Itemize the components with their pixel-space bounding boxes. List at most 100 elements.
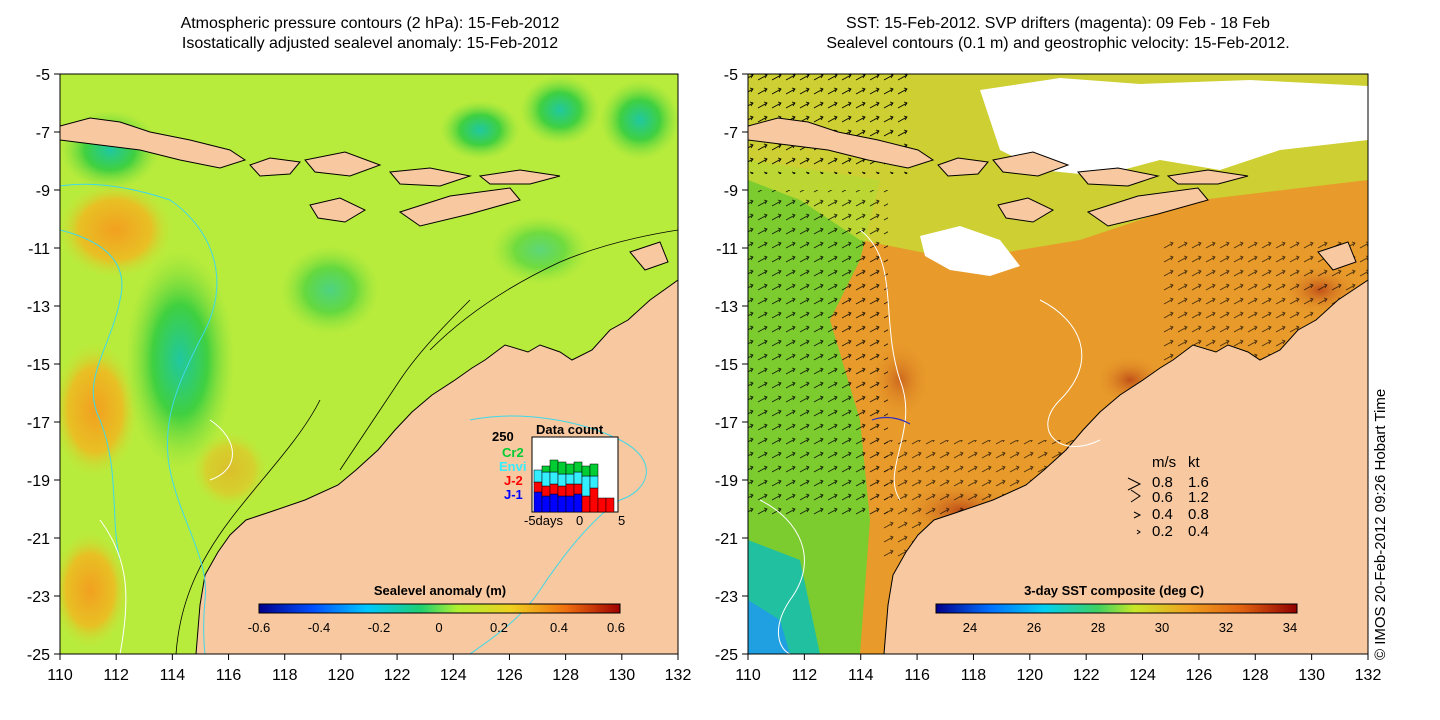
sla-contour (99, 519, 127, 654)
velocity-row-kt: 0.4 (1188, 523, 1209, 540)
legend-cr2: Cr2 (502, 445, 524, 460)
island (937, 157, 989, 177)
australia-landmass (883, 279, 1368, 654)
inset-xtick-zero: 0 (576, 513, 583, 528)
inset-xtick-start: -5days (524, 513, 564, 528)
pressure-contour (339, 299, 471, 471)
sla-lon-label: 128 (552, 667, 579, 684)
island (389, 167, 472, 187)
velocity-header-ms: m/s (1152, 454, 1176, 471)
left-title-line1: Atmospheric pressure contours (2 hPa): 1… (180, 15, 560, 32)
sla-high-anomaly (60, 530, 130, 650)
sla-lon-label: 126 (496, 667, 523, 684)
right-title-line2: Sealevel contours (0.1 m) and geostrophi… (826, 35, 1290, 52)
sumba-island (997, 197, 1055, 223)
sla-low-anomaly (125, 250, 235, 470)
island (249, 157, 301, 177)
sst-lon-label: 118 (961, 667, 987, 684)
timor-island (1086, 187, 1209, 227)
sumba-island (309, 197, 367, 223)
map-axes: -5 -7 -9 -11 -13 -15 -17 -19 -21 -23 -25 110 112 114 1… (27, 67, 1382, 684)
sla-colorbar-tick: 0.6 (607, 620, 625, 635)
cloud-mask (920, 226, 1020, 276)
inset-title: Data count (536, 422, 604, 437)
sla-map (60, 74, 678, 654)
left-title-line2: Isostatically adjusted sealevel anomaly:… (181, 35, 559, 52)
island (478, 169, 561, 185)
sla-colorbar-tick: -0.4 (308, 620, 330, 635)
sst-colorbar-tick: 34 (1283, 620, 1297, 635)
sst-lat-label: -13 (715, 299, 738, 316)
sla-lon-label: 132 (665, 667, 692, 684)
sla-lon-label: 118 (272, 667, 298, 684)
velocity-arrow-sample (1133, 511, 1142, 519)
pressure-contour (429, 229, 678, 351)
island (1166, 169, 1249, 185)
sla-low-anomaly (600, 80, 678, 160)
sla-colorbar-title: Sealevel anomaly (m) (374, 583, 506, 598)
sla-colorbar-tick: -0.2 (368, 620, 390, 635)
velocity-row-ms: 0.6 (1152, 489, 1173, 506)
sla-lat-label: -15 (27, 357, 50, 374)
velocity-arrow-sample (1136, 529, 1141, 535)
cloud-mask (980, 78, 1368, 176)
velocity-arrow-sample (1127, 477, 1142, 491)
velocity-row-kt: 0.8 (1188, 506, 1209, 523)
timor-island (398, 187, 521, 227)
island (1077, 167, 1160, 187)
sla-lon-label: 124 (440, 667, 467, 684)
sla-colorbar-gradient (258, 603, 621, 614)
sst-lon-label: 110 (735, 667, 761, 684)
java-island (60, 117, 247, 169)
sla-lon-label: 112 (103, 667, 129, 684)
legend-j2: J-2 (504, 473, 523, 488)
sla-lat-label: -7 (36, 125, 50, 142)
inset-bars (533, 459, 615, 513)
sst-colorbar-tick: 28 (1091, 620, 1105, 635)
velocity-row-kt: 1.6 (1188, 474, 1209, 491)
sla-high-anomaly (60, 340, 140, 480)
bathymetry-contour (60, 229, 123, 561)
copyright-notice: © IMOS 20-Feb-2012 09:26 Hobart Time (1372, 388, 1389, 660)
data-count-inset: Data count 250 Cr2 Envi J-2 J-1 (492, 422, 625, 528)
ssh-contour (1039, 299, 1101, 447)
sla-lon-label: 120 (328, 667, 355, 684)
sst-lon-label: 112 (792, 667, 818, 684)
sst-lat-label: -11 (716, 241, 738, 258)
sst-lon-label: 124 (1129, 667, 1156, 684)
ssh-contour (859, 229, 907, 501)
sst-colorbar-gradient (935, 603, 1298, 614)
sst-lat-label: -9 (724, 183, 738, 200)
sla-lat-label: -13 (27, 299, 50, 316)
java-island (748, 117, 935, 169)
velocity-row-ms: 0.8 (1152, 474, 1173, 491)
sst-lat-label: -7 (724, 125, 738, 142)
sla-colorbar-tick: 0.2 (490, 620, 508, 635)
sla-low-anomaly (280, 245, 380, 335)
bathymetry-contour (60, 183, 218, 654)
sla-low-anomaly (440, 100, 520, 160)
island (992, 151, 1070, 177)
right-map-title: SST: 15-Feb-2012. SVP drifters (magenta)… (748, 14, 1368, 54)
velocity-legend: m/s kt 0.8 1.6 0.6 1.2 0.4 0.8 0.2 0.4 (1127, 454, 1209, 540)
sla-lat-label: -19 (27, 473, 50, 490)
sla-lat-label: -23 (27, 589, 50, 606)
sst-colorbar-tick: 32 (1219, 620, 1233, 635)
sla-lat-label: -25 (27, 647, 50, 664)
sst-lon-label: 116 (904, 667, 930, 684)
sla-lat-label: -21 (27, 531, 50, 548)
right-title-line1: SST: 15-Feb-2012. SVP drifters (magenta)… (846, 15, 1270, 32)
sla-high-anomaly (60, 180, 175, 280)
sla-colorbar: Sealevel anomaly (m) -0.6 -0.4 -0.2 0 0.… (248, 583, 625, 635)
sla-colorbar-tick: 0.4 (550, 620, 568, 635)
sla-lon-label: 130 (608, 667, 635, 684)
sst-lon-label: 120 (1016, 667, 1043, 684)
sla-lat-label: -9 (36, 183, 50, 200)
sla-high-anomaly (190, 430, 270, 510)
legend-envi: Envi (499, 459, 526, 474)
sst-map (748, 74, 1368, 654)
sst-colorbar: 3-day SST composite (deg C) 24 26 28 30 … (935, 583, 1298, 635)
velocity-header-kt: kt (1188, 454, 1201, 471)
sla-lon-label: 116 (216, 667, 242, 684)
